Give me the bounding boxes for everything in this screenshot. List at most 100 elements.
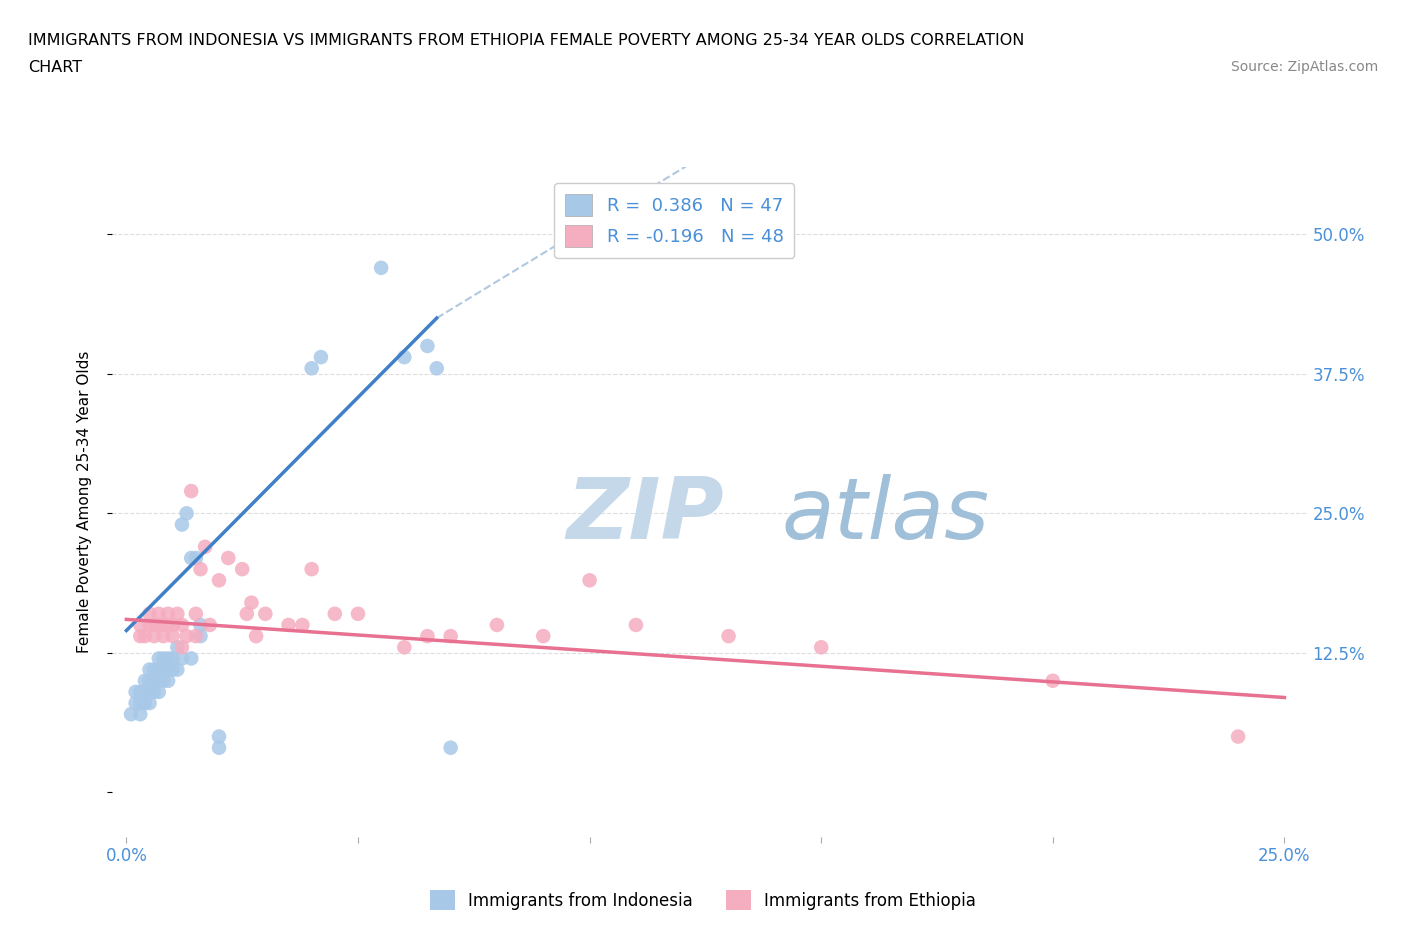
Point xyxy=(236,606,259,621)
Point xyxy=(157,673,180,688)
Point xyxy=(170,640,193,655)
Point xyxy=(148,651,170,666)
Point xyxy=(176,506,198,521)
Point xyxy=(166,640,188,655)
Point xyxy=(166,606,188,621)
Point xyxy=(129,618,152,632)
Legend: R =  0.386   N = 47, R = -0.196   N = 48: R = 0.386 N = 47, R = -0.196 N = 48 xyxy=(554,183,794,258)
Point xyxy=(208,573,231,588)
Point xyxy=(190,629,212,644)
Text: IMMIGRANTS FROM INDONESIA VS IMMIGRANTS FROM ETHIOPIA FEMALE POVERTY AMONG 25-34: IMMIGRANTS FROM INDONESIA VS IMMIGRANTS … xyxy=(28,33,1025,47)
Point xyxy=(162,618,184,632)
Point xyxy=(134,684,156,699)
Point xyxy=(323,606,346,621)
Point xyxy=(162,629,184,644)
Point xyxy=(138,606,160,621)
Point xyxy=(217,551,239,565)
Point xyxy=(152,673,174,688)
Point xyxy=(148,662,170,677)
Point xyxy=(440,740,463,755)
Point xyxy=(184,629,207,644)
Point xyxy=(717,629,740,644)
Point xyxy=(416,629,439,644)
Point xyxy=(138,618,160,632)
Point xyxy=(194,539,217,554)
Point xyxy=(152,618,174,632)
Point xyxy=(176,629,198,644)
Point xyxy=(240,595,263,610)
Point xyxy=(347,606,370,621)
Point xyxy=(208,729,231,744)
Point xyxy=(624,618,647,632)
Point xyxy=(426,361,449,376)
Point xyxy=(152,629,174,644)
Point xyxy=(120,707,142,722)
Point xyxy=(1227,729,1250,744)
Point xyxy=(129,696,152,711)
Text: atlas: atlas xyxy=(782,474,990,557)
Point xyxy=(129,684,152,699)
Point xyxy=(416,339,439,353)
Point xyxy=(152,662,174,677)
Y-axis label: Female Poverty Among 25-34 Year Olds: Female Poverty Among 25-34 Year Olds xyxy=(77,351,91,654)
Point xyxy=(143,629,166,644)
Legend: Immigrants from Indonesia, Immigrants from Ethiopia: Immigrants from Indonesia, Immigrants fr… xyxy=(423,884,983,917)
Point xyxy=(180,484,202,498)
Point xyxy=(162,651,184,666)
Point xyxy=(180,651,202,666)
Point xyxy=(129,707,152,722)
Point xyxy=(578,573,600,588)
Point xyxy=(301,361,323,376)
Point xyxy=(184,606,207,621)
Point xyxy=(301,562,323,577)
Point xyxy=(138,684,160,699)
Point xyxy=(394,640,416,655)
Point xyxy=(245,629,267,644)
Point xyxy=(1042,673,1064,688)
Point xyxy=(370,260,392,275)
Point xyxy=(810,640,832,655)
Point xyxy=(531,629,554,644)
Point xyxy=(184,551,207,565)
Point xyxy=(143,662,166,677)
Point xyxy=(394,350,416,365)
Point xyxy=(148,673,170,688)
Point xyxy=(190,562,212,577)
Point xyxy=(180,551,202,565)
Point xyxy=(138,662,160,677)
Point xyxy=(143,684,166,699)
Point xyxy=(231,562,253,577)
Point xyxy=(129,629,152,644)
Text: CHART: CHART xyxy=(28,60,82,75)
Point xyxy=(170,651,193,666)
Point xyxy=(124,684,146,699)
Point xyxy=(143,618,166,632)
Point xyxy=(143,673,166,688)
Point xyxy=(134,696,156,711)
Point xyxy=(148,684,170,699)
Point xyxy=(157,662,180,677)
Point xyxy=(291,618,314,632)
Point xyxy=(440,629,463,644)
Point xyxy=(152,651,174,666)
Point xyxy=(157,651,180,666)
Point xyxy=(208,740,231,755)
Point xyxy=(309,350,332,365)
Point xyxy=(148,618,170,632)
Point xyxy=(157,606,180,621)
Point xyxy=(198,618,221,632)
Point xyxy=(134,629,156,644)
Point xyxy=(190,618,212,632)
Text: ZIP: ZIP xyxy=(567,474,724,557)
Point xyxy=(277,618,299,632)
Text: Source: ZipAtlas.com: Source: ZipAtlas.com xyxy=(1230,60,1378,74)
Point xyxy=(170,618,193,632)
Point xyxy=(124,696,146,711)
Point xyxy=(134,673,156,688)
Point xyxy=(170,517,193,532)
Point xyxy=(157,618,180,632)
Point xyxy=(148,606,170,621)
Point xyxy=(485,618,508,632)
Point xyxy=(254,606,277,621)
Point xyxy=(166,662,188,677)
